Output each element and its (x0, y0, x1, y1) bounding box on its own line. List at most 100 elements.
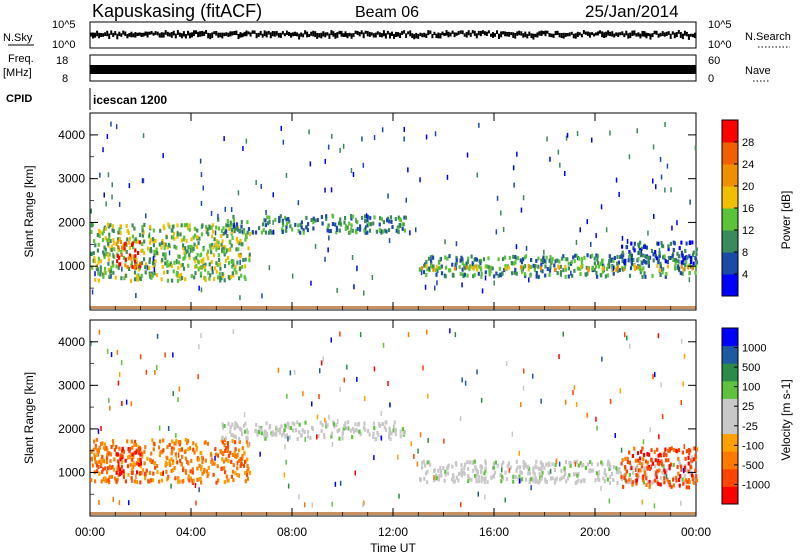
data-cell (473, 459, 476, 464)
data-cell (350, 227, 353, 232)
data-cell (423, 476, 426, 481)
data-cell (367, 429, 370, 433)
data-cell (659, 261, 662, 266)
data-cell (401, 427, 404, 432)
data-cell (673, 448, 676, 452)
data-cell (628, 472, 631, 477)
nsky-sample (358, 31, 361, 37)
data-cell (183, 450, 187, 454)
sparse-cell (152, 256, 155, 262)
x-tick-label: 16:00 (479, 525, 509, 539)
data-cell (325, 216, 328, 221)
data-cell (144, 445, 147, 450)
sparse-cell (298, 494, 300, 500)
data-cell (196, 252, 199, 257)
sparse-cell (260, 183, 262, 189)
data-cell (109, 268, 112, 273)
data-cell (355, 230, 358, 235)
data-cell (281, 230, 284, 234)
data-cell (593, 256, 596, 261)
nsky-sample (370, 32, 373, 36)
data-cell (644, 245, 647, 249)
data-cell (207, 256, 210, 261)
data-cell (269, 229, 272, 234)
sparse-cell (618, 191, 620, 197)
sparse-cell (566, 132, 569, 138)
data-cell (641, 446, 644, 451)
data-cell (99, 269, 102, 274)
sparse-cell (331, 133, 333, 139)
sparse-cell (691, 455, 693, 461)
data-cell (542, 255, 545, 260)
nsky-sample (116, 33, 119, 40)
data-cell (630, 466, 633, 471)
data-cell (490, 475, 493, 480)
nsky-sample (685, 31, 688, 37)
data-cell (225, 223, 228, 228)
data-cell (474, 257, 477, 262)
data-cell (362, 425, 365, 430)
nsky-sample (184, 34, 187, 39)
sparse-cell (558, 354, 560, 360)
data-cell (246, 220, 249, 225)
nsky-sample (629, 32, 632, 38)
sparse-cell (454, 332, 457, 338)
data-cell (605, 473, 608, 478)
data-cell (648, 482, 651, 487)
sparse-cell (259, 451, 261, 457)
data-cell (119, 231, 122, 236)
data-cell (443, 478, 446, 483)
sparse-cell (518, 450, 520, 456)
data-cell (118, 255, 121, 260)
data-cell (481, 475, 484, 480)
nsky-sample (354, 30, 357, 34)
nsky-sample (176, 30, 179, 35)
nsky-sample (227, 32, 230, 37)
data-cell (154, 238, 157, 243)
data-cell (606, 477, 609, 482)
data-cell (202, 257, 205, 262)
data-cell (264, 430, 267, 435)
data-cell (382, 229, 385, 234)
data-cell (652, 479, 655, 484)
data-cell (685, 468, 689, 473)
data-cell (694, 270, 697, 275)
data-cell (175, 438, 178, 443)
data-cell (231, 422, 234, 427)
data-cell (662, 464, 665, 469)
data-cell (183, 235, 186, 240)
data-cell (669, 256, 672, 260)
data-region-4 (421, 264, 698, 273)
data-cell (104, 227, 107, 231)
data-cell (236, 424, 239, 429)
data-cell (90, 251, 93, 256)
panel-frame (89, 319, 697, 517)
nsky-sample (473, 30, 476, 36)
sparse-cell (316, 434, 318, 440)
nsky-sample (368, 32, 371, 37)
data-cell (147, 479, 150, 484)
data-cell (488, 268, 491, 273)
data-cell (680, 467, 683, 472)
data-cell (582, 478, 585, 483)
data-cell (356, 227, 359, 231)
data-cell (167, 263, 170, 268)
nsky-sample (156, 31, 159, 36)
data-cell (674, 266, 677, 271)
sparse-cell (416, 461, 419, 467)
data-cell (297, 229, 300, 233)
data-cell (269, 423, 272, 428)
data-cell (106, 448, 109, 453)
data-cell (693, 476, 696, 481)
nsky-sample (243, 31, 246, 37)
data-cell (135, 461, 139, 466)
data-cell (119, 457, 122, 462)
colorbar-swatch (722, 486, 738, 505)
data-cell (125, 249, 128, 254)
nsky-sample (609, 31, 612, 37)
colorbar-tick-label: 20 (742, 181, 754, 193)
sparse-cell (230, 207, 233, 213)
data-cell (504, 255, 507, 260)
sparse-cell (351, 255, 354, 260)
data-cell (145, 468, 148, 473)
